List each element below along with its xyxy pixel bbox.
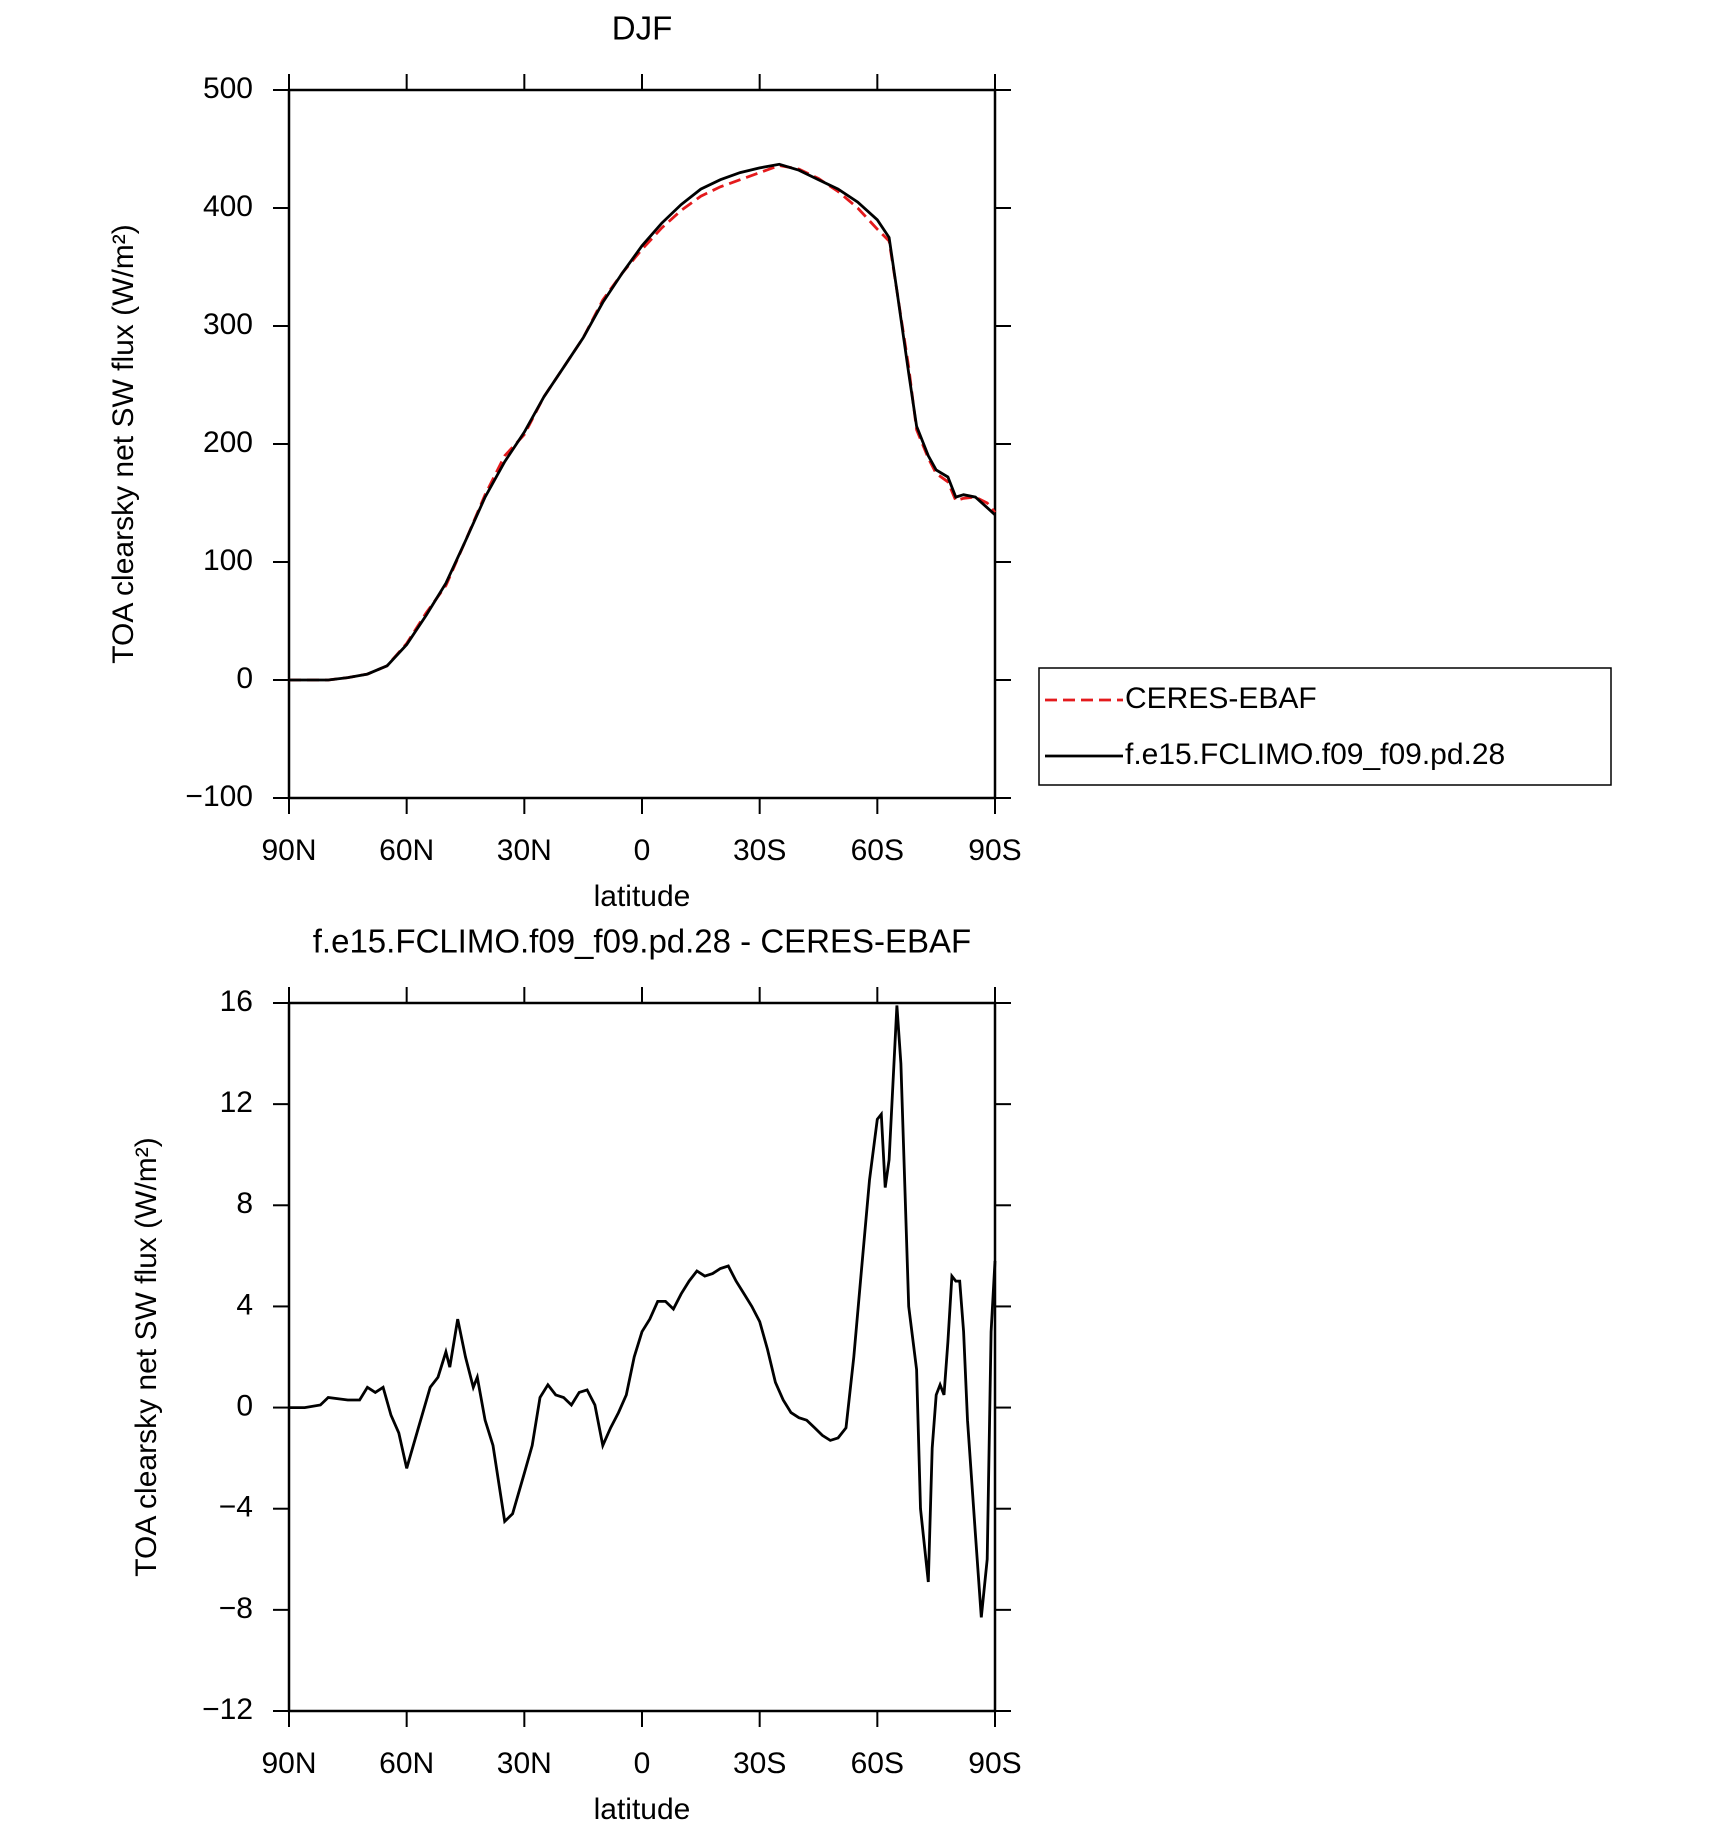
x-tick-label: 0: [634, 1747, 651, 1780]
x-tick-label: 30N: [497, 1747, 552, 1780]
x-tick-label: 90S: [968, 1747, 1021, 1780]
y-tick-label: 300: [203, 308, 253, 341]
y-tick-label: 0: [236, 662, 253, 695]
x-tick-label: 30S: [733, 834, 786, 867]
x-tick-label: 60N: [379, 1747, 434, 1780]
y-tick-label: 12: [220, 1086, 253, 1119]
chart-title: DJF: [612, 10, 673, 47]
y-tick-label: −100: [185, 780, 253, 813]
y-tick-label: −12: [202, 1693, 253, 1726]
y-tick-label: 500: [203, 72, 253, 105]
y-tick-label: −8: [219, 1592, 253, 1625]
x-tick-label: 90S: [968, 834, 1021, 867]
x-tick-label: 90N: [261, 834, 316, 867]
y-axis-label: TOA clearsky net SW flux (W/m²): [107, 224, 140, 664]
y-tick-label: 8: [236, 1187, 253, 1220]
x-axis-label: latitude: [594, 1793, 691, 1822]
data-line: [289, 162, 996, 682]
y-tick-label: 16: [220, 985, 253, 1018]
legend-label: f.e15.FCLIMO.f09_f09.pd.28: [1125, 738, 1505, 771]
legend-box: [1038, 667, 1612, 786]
x-tick-label: 60N: [379, 834, 434, 867]
x-tick-label: 90N: [261, 1747, 316, 1780]
data-line: [289, 1005, 997, 1618]
x-tick-label: 0: [634, 834, 651, 867]
y-tick-label: 0: [236, 1389, 253, 1422]
y-tick-label: 4: [236, 1288, 253, 1321]
x-axis-label: latitude: [594, 880, 691, 913]
plot-frame: [287, 1001, 997, 1713]
chart-title: f.e15.FCLIMO.f09_f09.pd.28 - CERES-EBAF: [313, 923, 971, 960]
y-tick-label: 200: [203, 426, 253, 459]
y-tick-label: −4: [219, 1491, 253, 1524]
x-tick-label: 30S: [733, 1747, 786, 1780]
x-tick-label: 60S: [851, 834, 904, 867]
y-tick-label: 100: [203, 544, 253, 577]
y-tick-label: 400: [203, 190, 253, 223]
x-tick-label: 60S: [851, 1747, 904, 1780]
y-axis-label: TOA clearsky net SW flux (W/m²): [130, 1137, 163, 1577]
legend-label: CERES-EBAF: [1125, 682, 1317, 715]
plot-frame: [287, 88, 997, 800]
x-tick-label: 30N: [497, 834, 552, 867]
